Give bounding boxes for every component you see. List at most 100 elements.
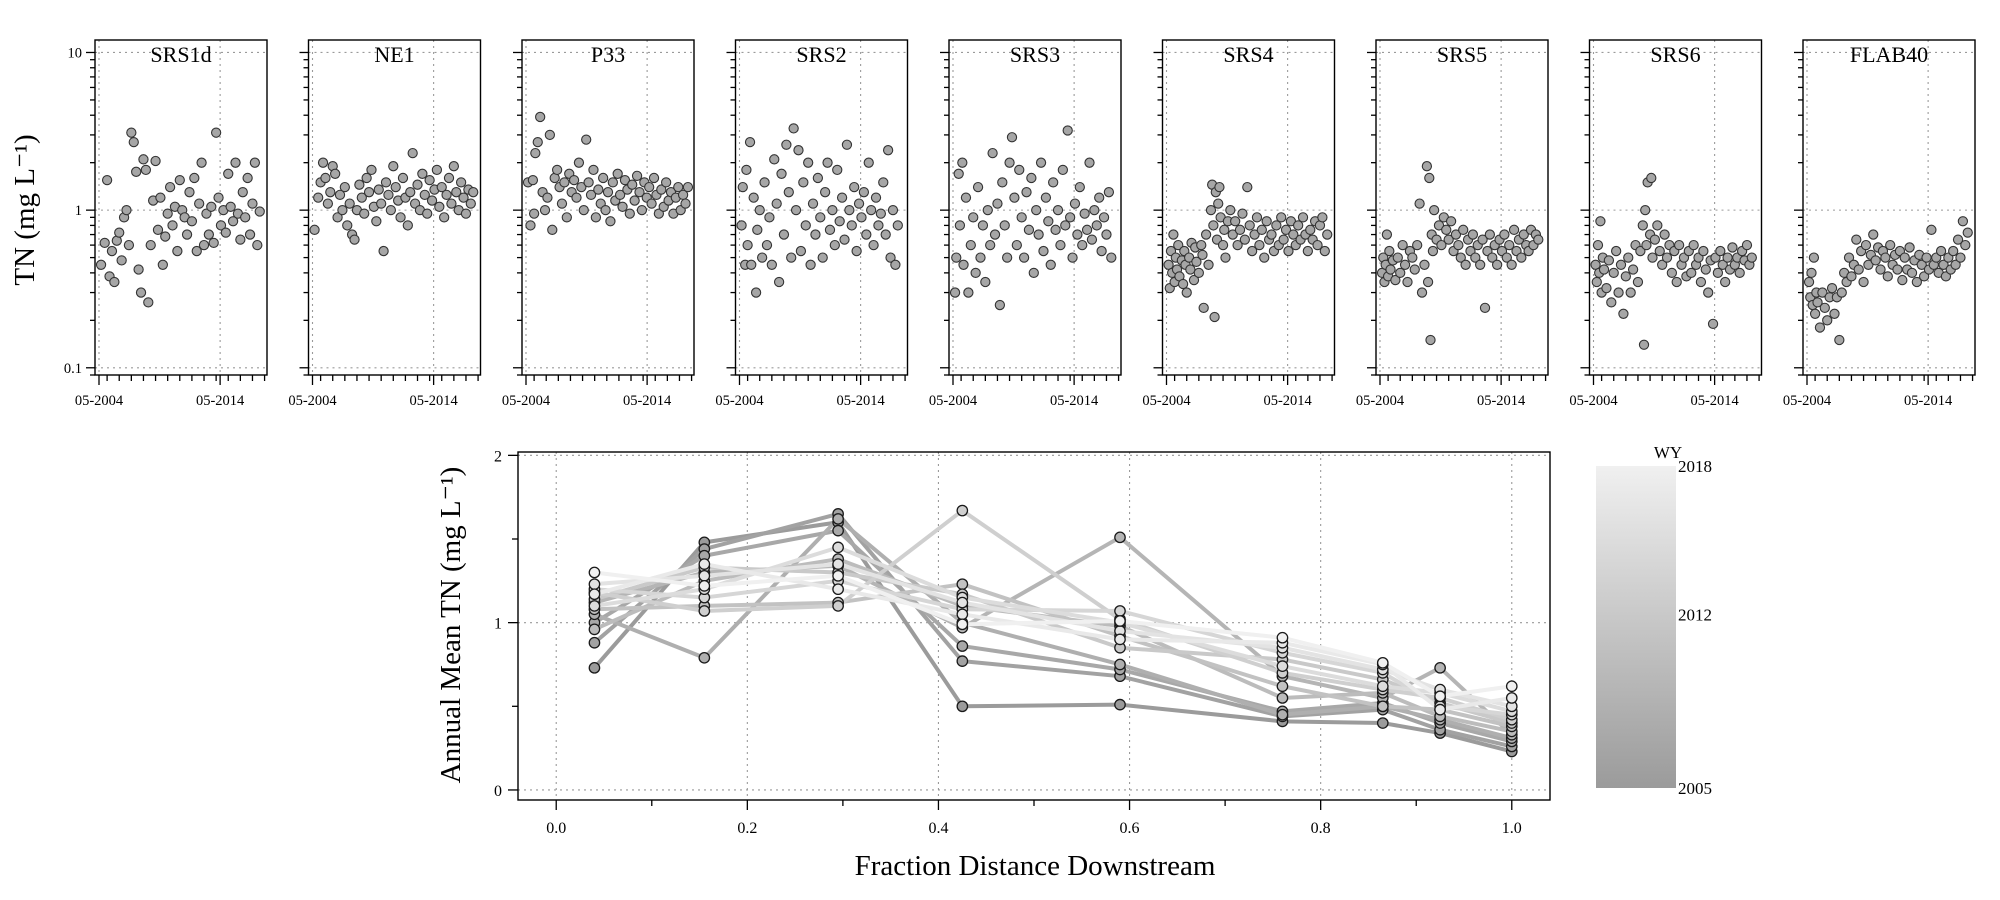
data-point	[1518, 229, 1529, 240]
data-point	[556, 198, 568, 209]
data-point	[388, 161, 399, 172]
data-point	[334, 189, 346, 201]
data-point	[1501, 252, 1512, 263]
x-tick-label: 05-2014	[1050, 393, 1099, 409]
data-point	[1703, 287, 1714, 298]
data-point	[1069, 198, 1081, 209]
data-point	[356, 192, 367, 203]
data-point	[325, 187, 336, 198]
data-point	[636, 204, 648, 216]
data-point	[468, 187, 479, 198]
data-point	[1288, 229, 1299, 240]
data-point	[1484, 229, 1496, 240]
data-point	[1916, 259, 1927, 270]
data-point	[752, 224, 763, 235]
data-point	[629, 195, 640, 206]
data-point	[1911, 276, 1923, 288]
data-point	[455, 177, 467, 188]
panel-frame	[1375, 39, 1549, 376]
data-point	[1445, 216, 1457, 227]
data-point	[422, 208, 433, 219]
data-point	[1819, 302, 1830, 313]
x-tick-label: 0.2	[737, 820, 757, 837]
data-point	[617, 201, 628, 212]
data-point	[1673, 239, 1685, 251]
data-point	[162, 208, 173, 219]
data-point	[607, 177, 618, 188]
data-point	[532, 136, 543, 148]
data-point	[215, 220, 227, 231]
series-point-2018	[1376, 656, 1389, 669]
data-point	[101, 174, 113, 186]
data-point	[1428, 204, 1440, 216]
data-point	[992, 198, 1003, 209]
data-point	[776, 168, 787, 179]
data-point	[220, 227, 231, 238]
series-point-2017	[698, 558, 711, 570]
data-point	[773, 276, 785, 288]
data-point	[1319, 245, 1330, 257]
series-point-2011	[1276, 680, 1289, 693]
data-point	[317, 157, 329, 168]
data-point	[196, 157, 207, 168]
data-point	[441, 189, 452, 201]
data-point	[140, 164, 152, 176]
data-point	[121, 204, 132, 216]
tn-y-axis-title: TN (mg L⁻¹)	[9, 134, 41, 285]
data-point	[999, 220, 1010, 231]
data-point	[1249, 229, 1260, 240]
data-point	[1317, 212, 1328, 223]
data-point	[1592, 239, 1604, 251]
data-point	[1057, 164, 1069, 176]
data-point	[559, 177, 570, 188]
data-point	[783, 187, 794, 198]
data-point	[798, 177, 809, 188]
data-point	[744, 136, 756, 148]
data-point	[1906, 267, 1918, 279]
series-point-2015	[1376, 680, 1389, 693]
panel-frame	[521, 39, 695, 376]
data-point	[644, 181, 655, 193]
data-point	[1106, 252, 1117, 263]
data-point	[535, 111, 546, 123]
data-point	[822, 157, 833, 168]
data-point	[155, 192, 166, 203]
data-point	[1734, 267, 1745, 279]
data-point	[1467, 229, 1479, 240]
data-point	[539, 204, 551, 216]
data-point	[544, 129, 556, 141]
data-point	[1712, 267, 1724, 279]
data-point	[834, 216, 845, 227]
data-point	[1649, 234, 1661, 245]
series-point-2008	[832, 513, 844, 525]
panel-srs4: 05-2004 05-2014 SRS4	[1142, 39, 1336, 409]
data-point	[605, 216, 616, 227]
data-point	[1392, 252, 1403, 263]
data-point	[885, 252, 896, 263]
data-point	[1868, 229, 1879, 240]
data-point	[1803, 276, 1815, 288]
data-point	[759, 177, 770, 188]
data-point	[349, 234, 360, 245]
data-point	[614, 189, 626, 201]
data-point	[1610, 245, 1622, 257]
data-point	[448, 161, 460, 172]
data-point	[424, 174, 435, 186]
data-point	[1193, 267, 1204, 279]
data-point	[1659, 229, 1670, 240]
data-point	[1385, 264, 1396, 275]
data-point	[201, 208, 212, 219]
data-point	[1384, 245, 1395, 257]
data-point	[1443, 234, 1454, 245]
data-point	[1499, 229, 1510, 240]
data-point	[817, 252, 828, 263]
data-point	[1052, 204, 1064, 216]
data-point	[143, 297, 154, 308]
series-point-2018	[1114, 615, 1126, 627]
data-point	[890, 259, 901, 270]
data-point	[225, 201, 236, 212]
data-point	[742, 239, 753, 251]
data-point	[426, 195, 438, 206]
data-point	[1168, 229, 1179, 240]
